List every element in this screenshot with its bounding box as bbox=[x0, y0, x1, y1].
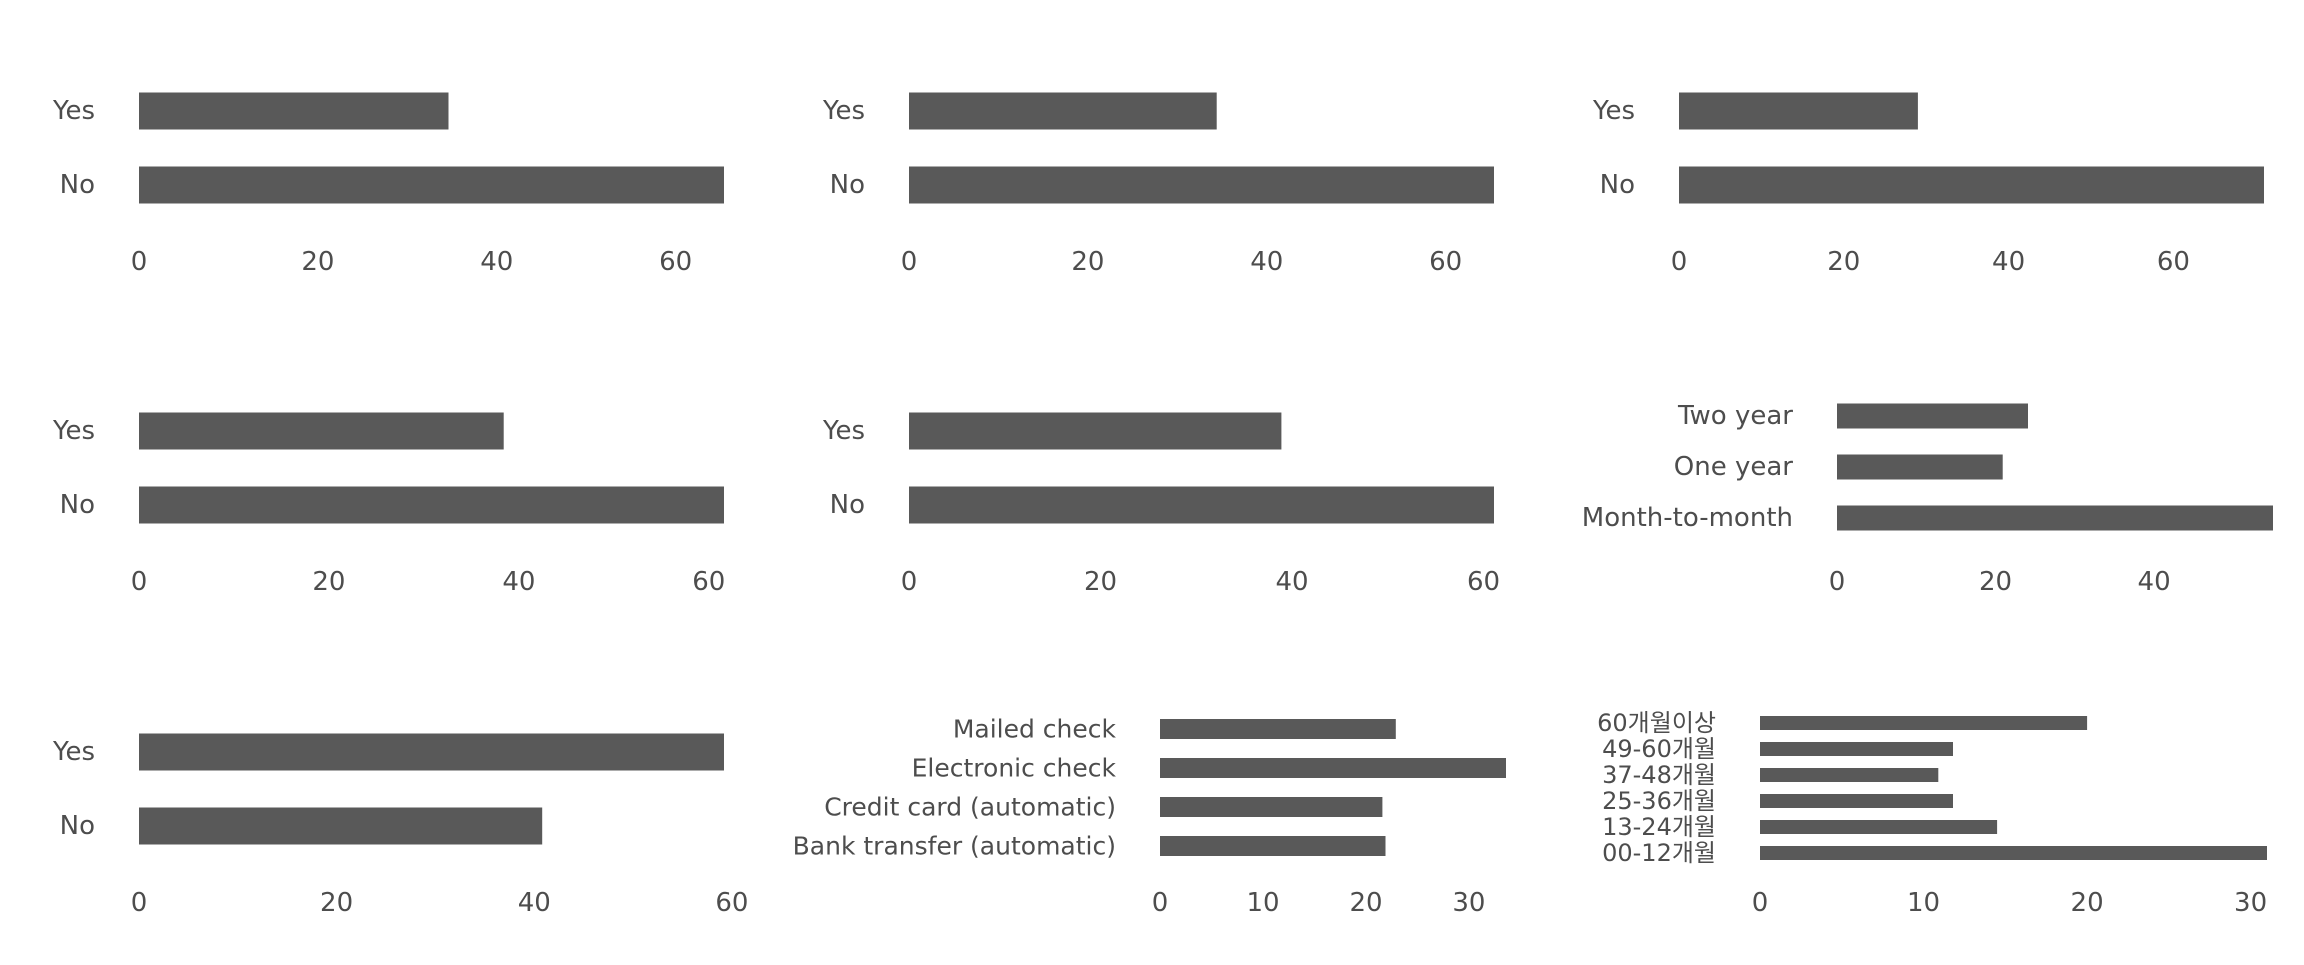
panel-8: Bank transfer (automatic) Credit card (au… bbox=[793, 715, 1506, 918]
x-tick-label: 60 bbox=[2157, 247, 2190, 277]
bar bbox=[139, 92, 449, 130]
x-tick-label: 60 bbox=[659, 247, 692, 277]
x-tick-label: 0 bbox=[131, 888, 148, 918]
x-tick-label: 40 bbox=[1250, 247, 1283, 277]
category-label: No bbox=[60, 490, 95, 520]
category-label: No bbox=[830, 170, 865, 200]
panel-7: No Yes 0 20 40 60 bbox=[52, 733, 748, 918]
x-tick-label: 10 bbox=[1246, 888, 1279, 918]
bar bbox=[1160, 758, 1506, 778]
x-tick-label: 40 bbox=[1275, 567, 1308, 597]
category-label: Yes bbox=[1592, 96, 1635, 126]
bar bbox=[1837, 403, 2028, 429]
bar bbox=[1837, 505, 2273, 531]
x-tick-label: 40 bbox=[480, 247, 513, 277]
bar bbox=[1679, 166, 2264, 204]
category-label: Two year bbox=[1677, 401, 1793, 431]
x-tick-label: 0 bbox=[131, 567, 148, 597]
x-tick-label: 0 bbox=[901, 567, 918, 597]
x-tick-label: 0 bbox=[901, 247, 918, 277]
bar bbox=[1760, 768, 1939, 782]
x-tick-label: 20 bbox=[1084, 567, 1117, 597]
bar bbox=[1760, 820, 1998, 834]
bar bbox=[1760, 846, 2267, 860]
bar bbox=[1679, 92, 1918, 130]
bar bbox=[139, 412, 504, 450]
category-label: 00-12개월 bbox=[1602, 839, 1716, 867]
bar bbox=[1160, 836, 1386, 856]
x-tick-label: 40 bbox=[518, 888, 551, 918]
category-label: Yes bbox=[52, 737, 95, 767]
x-tick-label: 20 bbox=[2071, 888, 2104, 918]
x-tick-label: 20 bbox=[312, 567, 345, 597]
panel-6: Month-to-month One year Two year 0 20 40 bbox=[1582, 401, 2273, 597]
category-label: One year bbox=[1674, 452, 1794, 482]
bar bbox=[139, 733, 724, 771]
bar bbox=[909, 486, 1494, 524]
x-tick-label: 60 bbox=[692, 567, 725, 597]
bar bbox=[909, 166, 1494, 204]
x-tick-label: 40 bbox=[2138, 567, 2171, 597]
category-label: Month-to-month bbox=[1582, 503, 1793, 533]
x-tick-label: 10 bbox=[1907, 888, 1940, 918]
bar bbox=[909, 412, 1282, 450]
category-label: 25-36개월 bbox=[1602, 787, 1716, 815]
bar bbox=[1160, 797, 1383, 817]
bar bbox=[1837, 454, 2003, 480]
panel-4: No Yes 0 20 40 60 bbox=[52, 412, 725, 597]
panel-9: 00-12개월13-24개월25-36개월37-48개월49-60개월60개월이… bbox=[1597, 709, 2267, 918]
panel-2: No Yes 0 20 40 60 bbox=[822, 92, 1494, 277]
category-label: No bbox=[1600, 170, 1635, 200]
bar bbox=[139, 486, 724, 524]
x-tick-label: 60 bbox=[1467, 567, 1500, 597]
x-tick-label: 40 bbox=[502, 567, 535, 597]
category-label: No bbox=[60, 811, 95, 841]
x-tick-label: 60 bbox=[715, 888, 748, 918]
category-label: Yes bbox=[822, 416, 865, 446]
x-tick-label: 20 bbox=[320, 888, 353, 918]
x-tick-label: 20 bbox=[1827, 247, 1860, 277]
bar bbox=[1760, 742, 1953, 756]
x-tick-label: 40 bbox=[1992, 247, 2025, 277]
x-tick-label: 0 bbox=[1752, 888, 1769, 918]
x-tick-label: 20 bbox=[301, 247, 334, 277]
x-tick-label: 20 bbox=[1071, 247, 1104, 277]
category-label: 49-60개월 bbox=[1602, 735, 1716, 763]
x-tick-label: 20 bbox=[1979, 567, 2012, 597]
x-tick-label: 0 bbox=[1671, 247, 1688, 277]
panel-5: No Yes 0 20 40 60 bbox=[822, 412, 1500, 597]
panel-3: No Yes 0 20 40 60 bbox=[1592, 92, 2264, 277]
x-tick-label: 20 bbox=[1349, 888, 1382, 918]
category-label: Bank transfer (automatic) bbox=[793, 832, 1116, 861]
category-label: No bbox=[830, 490, 865, 520]
bar bbox=[1760, 794, 1953, 808]
x-tick-label: 0 bbox=[131, 247, 148, 277]
category-label: Yes bbox=[822, 96, 865, 126]
category-label: Mailed check bbox=[953, 715, 1117, 744]
bar bbox=[1760, 716, 2088, 730]
x-tick-label: 60 bbox=[1429, 247, 1462, 277]
category-label: 13-24개월 bbox=[1602, 813, 1716, 841]
category-label: Yes bbox=[52, 96, 95, 126]
category-label: 37-48개월 bbox=[1602, 761, 1716, 789]
category-label: 60개월이상 bbox=[1597, 709, 1716, 737]
x-tick-label: 30 bbox=[1452, 888, 1485, 918]
panel-1: No Yes 0 20 40 60 bbox=[52, 92, 724, 277]
bar bbox=[139, 166, 724, 204]
category-label: Yes bbox=[52, 416, 95, 446]
x-tick-label: 0 bbox=[1152, 888, 1169, 918]
category-label: Credit card (automatic) bbox=[824, 793, 1116, 822]
x-tick-label: 30 bbox=[2234, 888, 2267, 918]
bar bbox=[1160, 719, 1396, 739]
bar bbox=[909, 92, 1217, 130]
category-label: No bbox=[60, 170, 95, 200]
category-label: Electronic check bbox=[912, 754, 1117, 783]
bar bbox=[139, 807, 543, 845]
x-tick-label: 0 bbox=[1829, 567, 1846, 597]
